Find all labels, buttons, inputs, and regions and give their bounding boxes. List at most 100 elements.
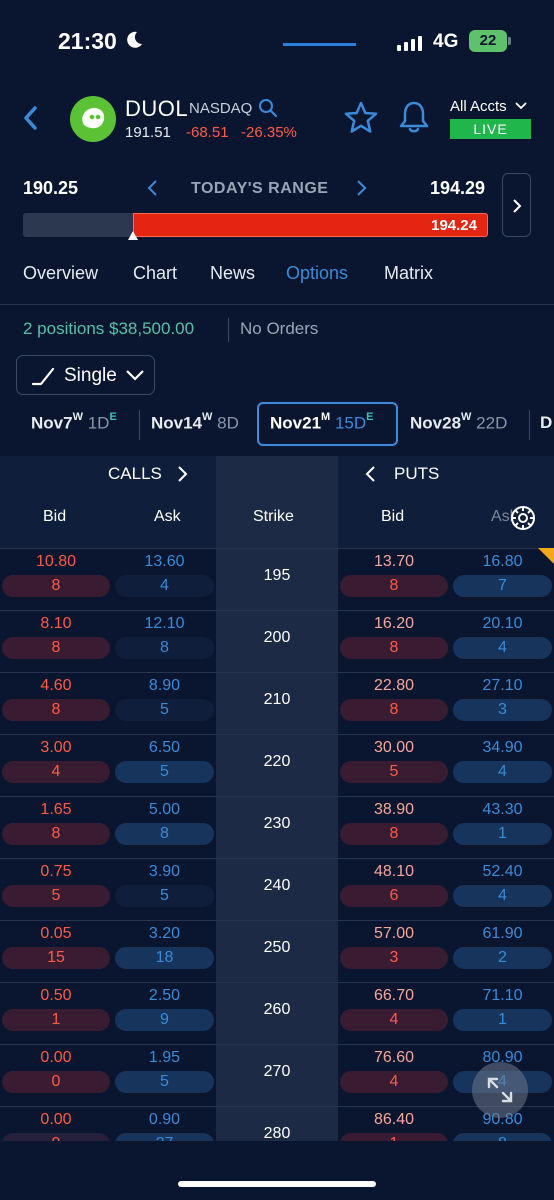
call-bid-price: 3.00: [40, 739, 72, 756]
size-pill: [453, 637, 552, 659]
put-bid[interactable]: 38.90 8: [338, 797, 450, 859]
call-bid[interactable]: 0.00 0: [0, 1107, 112, 1141]
chevron-right-icon[interactable]: [175, 465, 189, 483]
positions-summary[interactable]: 2 positions $38,500.00: [23, 319, 195, 338]
call-ask[interactable]: 0.90 27: [113, 1107, 216, 1141]
chevron-left-icon[interactable]: [364, 465, 378, 483]
call-bid-size: 8: [51, 639, 61, 656]
range-more-button[interactable]: [502, 173, 531, 237]
call-ask-size: 18: [155, 949, 174, 966]
put-bid[interactable]: 57.00 3: [338, 921, 450, 983]
expiry-nov21[interactable]: Nov21M 15DE: [270, 411, 373, 434]
battery-level: 22: [479, 32, 497, 49]
chevron-left-icon[interactable]: [146, 178, 160, 198]
call-bid-price: 10.80: [35, 553, 77, 570]
put-ask[interactable]: 71.10 1: [451, 983, 554, 1045]
call-ask[interactable]: 3.90 5: [113, 859, 216, 921]
put-ask[interactable]: 34.90 4: [451, 735, 554, 797]
call-ask[interactable]: 2.50 9: [113, 983, 216, 1045]
tab-chart[interactable]: Chart: [133, 263, 178, 283]
signal-icon: [397, 36, 422, 51]
account-selector[interactable]: All Accts: [450, 98, 528, 115]
expand-button[interactable]: [472, 1062, 528, 1118]
put-bid[interactable]: 86.40 1: [338, 1107, 450, 1141]
strategy-selector[interactable]: Single: [16, 355, 155, 395]
put-bid-price: 13.70: [373, 553, 415, 570]
range-current: 194.24: [431, 217, 477, 234]
chevron-right-icon[interactable]: [354, 178, 368, 198]
put-bid[interactable]: 16.20 8: [338, 611, 450, 673]
position-flag-icon: [538, 548, 554, 564]
chain-row-260: 0.50 1 2.50 9 66.70 4 71.10 1 260: [0, 982, 554, 1044]
price-change-percent: -26.35%: [241, 124, 297, 141]
call-bid[interactable]: 4.60 8: [0, 673, 112, 735]
put-bid[interactable]: 66.70 4: [338, 983, 450, 1045]
network-type: 4G: [433, 31, 459, 52]
put-bid[interactable]: 13.70 8: [338, 549, 450, 611]
call-ask-price: 8.90: [148, 677, 181, 694]
call-ask[interactable]: 12.10 8: [113, 611, 216, 673]
put-bid[interactable]: 22.80 8: [338, 673, 450, 735]
put-ask[interactable]: 27.10 3: [451, 673, 554, 735]
put-ask[interactable]: 52.40 4: [451, 859, 554, 921]
put-ask-price: 52.40: [482, 863, 523, 880]
tab-matrix[interactable]: Matrix: [384, 263, 433, 283]
put-ask-size: 8: [451, 1135, 554, 1141]
back-chevron-icon[interactable]: [20, 104, 42, 132]
home-indicator[interactable]: [178, 1181, 376, 1187]
expiry-days: 22D: [476, 413, 508, 433]
put-bid-size: 8: [389, 639, 399, 656]
put-bid[interactable]: 30.00 5: [338, 735, 450, 797]
put-ask[interactable]: 61.90 2: [451, 921, 554, 983]
chain-row-195: 10.80 8 13.60 4 13.70 8 16.80 7 195: [0, 548, 554, 610]
call-ask-size: 5: [160, 701, 169, 718]
battery-icon: 22: [469, 30, 511, 52]
call-bid[interactable]: 0.00 0: [0, 1045, 112, 1107]
call-ask-price: 3.20: [148, 925, 181, 942]
put-bid[interactable]: 76.60 4: [338, 1045, 450, 1107]
tab-overview[interactable]: Overview: [23, 263, 99, 283]
call-bid[interactable]: 0.50 1: [0, 983, 112, 1045]
duolingo-logo: [70, 96, 116, 142]
call-bid[interactable]: 10.80 8: [0, 549, 112, 611]
put-bid-price: 76.60: [373, 1049, 415, 1066]
orders-summary[interactable]: No Orders: [240, 319, 319, 338]
size-pill: [115, 823, 214, 845]
put-ask-price: 71.10: [482, 987, 523, 1004]
put-bid[interactable]: 48.10 6: [338, 859, 450, 921]
search-icon[interactable]: [258, 98, 278, 118]
call-ask[interactable]: 8.90 5: [113, 673, 216, 735]
call-ask[interactable]: 6.50 5: [113, 735, 216, 797]
expiry-nov14[interactable]: Nov14W 8D: [151, 411, 239, 434]
call-ask-size: 4: [160, 577, 169, 594]
size-pill: [453, 761, 552, 783]
call-bid[interactable]: 3.00 4: [0, 735, 112, 797]
expiry-next[interactable]: D: [540, 413, 553, 432]
puts-title[interactable]: PUTS: [394, 464, 440, 483]
put-ask[interactable]: 20.10 4: [451, 611, 554, 673]
call-ask[interactable]: 1.95 5: [113, 1045, 216, 1107]
expiry-nov7[interactable]: Nov7W 1DE: [31, 411, 117, 434]
put-ask[interactable]: 43.30 1: [451, 797, 554, 859]
call-ask[interactable]: 5.00 8: [113, 797, 216, 859]
call-bid[interactable]: 8.10 8: [0, 611, 112, 673]
bell-icon[interactable]: [398, 99, 430, 135]
tab-news[interactable]: News: [210, 263, 256, 283]
star-icon[interactable]: [343, 100, 379, 136]
gear-icon[interactable]: [508, 503, 538, 533]
call-bid[interactable]: 1.65 8: [0, 797, 112, 859]
call-bid[interactable]: 0.05 15: [0, 921, 112, 983]
call-ask[interactable]: 13.60 4: [113, 549, 216, 611]
put-bid-size: 1: [338, 1135, 450, 1141]
call-bid[interactable]: 0.75 5: [0, 859, 112, 921]
size-pill: [115, 575, 214, 597]
size-pill: [453, 823, 552, 845]
expand-icon: [487, 1077, 513, 1103]
call-ask[interactable]: 3.20 18: [113, 921, 216, 983]
put-ask[interactable]: 16.80 7: [451, 549, 554, 611]
calls-title[interactable]: CALLS: [108, 464, 162, 483]
tab-options[interactable]: Options: [286, 263, 349, 283]
expiry-nov28[interactable]: Nov28W 22D: [410, 411, 508, 434]
call-bid-size: 8: [51, 577, 61, 594]
strike-price: 220: [263, 753, 291, 770]
